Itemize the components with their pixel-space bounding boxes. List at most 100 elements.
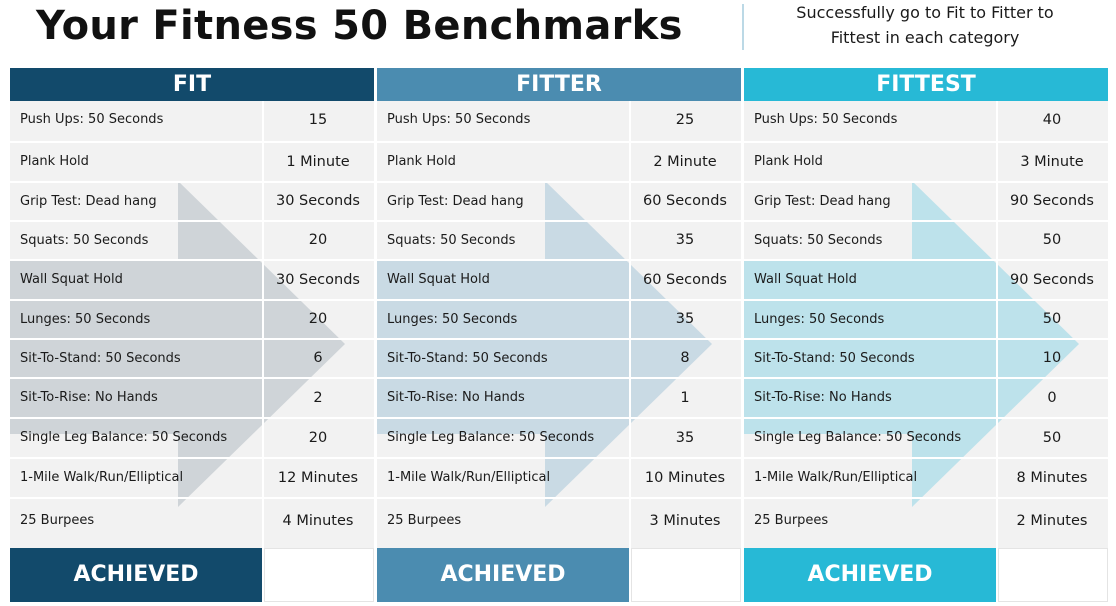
panel-header-fit: FIT xyxy=(10,68,374,101)
table-row: Wall Squat Hold 30 Seconds xyxy=(10,259,374,299)
exercise-label: Plank Hold xyxy=(387,154,456,169)
benchmark-value: 12 Minutes xyxy=(277,470,359,486)
table-row: Push Ups: 50 Seconds 25 xyxy=(377,101,741,141)
table-row: Sit-To-Rise: No Hands 2 xyxy=(10,377,374,417)
achieved-label: ACHIEVED xyxy=(10,548,262,602)
panel-header-fitter: FITTER xyxy=(377,68,741,101)
achieved-checkbox[interactable] xyxy=(998,548,1108,602)
table-row: 25 Burpees 2 Minutes xyxy=(744,497,1108,548)
table-row: Sit-To-Stand: 50 Seconds 6 xyxy=(10,338,374,377)
benchmark-value: 90 Seconds xyxy=(1010,193,1094,209)
exercise-label: 1-Mile Walk/Run/Elliptical xyxy=(20,470,184,485)
exercise-label: Sit-To-Stand: 50 Seconds xyxy=(387,351,548,366)
benchmark-value: 1 Minute xyxy=(286,154,350,170)
benchmark-value: 10 xyxy=(1042,350,1062,366)
exercise-label: Sit-To-Rise: No Hands xyxy=(387,390,525,405)
benchmark-value: 8 Minutes xyxy=(1016,470,1088,486)
benchmark-value: 3 Minute xyxy=(1020,154,1084,170)
exercise-label: Push Ups: 50 Seconds xyxy=(754,112,898,127)
table-row: Sit-To-Stand: 50 Seconds 8 xyxy=(377,338,741,377)
exercise-label: Single Leg Balance: 50 Seconds xyxy=(20,430,228,445)
benchmark-value: 20 xyxy=(308,232,328,248)
benchmark-value: 50 xyxy=(1042,430,1062,446)
exercise-label: Grip Test: Dead hang xyxy=(20,194,157,209)
table-row: 25 Burpees 4 Minutes xyxy=(10,497,374,548)
table-row: Plank Hold 1 Minute xyxy=(10,141,374,181)
panel-fitter: FITTER Push Ups: 50 Seconds 25 Plank Hold 2 … xyxy=(377,68,741,602)
panel-fittest: FITTEST Push Ups: 50 Seconds 40 Plank Hold 3… xyxy=(744,68,1108,602)
benchmark-value: 40 xyxy=(1042,112,1062,128)
column-divider xyxy=(629,101,631,548)
achieved-label: ACHIEVED xyxy=(377,548,629,602)
subtitle-line-1: Successfully go to Fit to Fitter to xyxy=(796,3,1054,22)
benchmark-value: 25 xyxy=(675,112,695,128)
exercise-label: Squats: 50 Seconds xyxy=(20,233,149,248)
subtitle-line-2: Fittest in each category xyxy=(830,28,1020,47)
table-row: Sit-To-Rise: No Hands 0 xyxy=(744,377,1108,417)
benchmark-value: 50 xyxy=(1042,311,1062,327)
table-row: Plank Hold 3 Minute xyxy=(744,141,1108,181)
table-row: Push Ups: 50 Seconds 15 xyxy=(10,101,374,141)
benchmark-value: 4 Minutes xyxy=(282,513,354,529)
exercise-label: Lunges: 50 Seconds xyxy=(20,312,151,327)
benchmark-value: 35 xyxy=(675,430,695,446)
achieved-checkbox[interactable] xyxy=(264,548,374,602)
table-row: 1-Mile Walk/Run/Elliptical 12 Minutes xyxy=(10,457,374,497)
benchmark-value: 30 Seconds xyxy=(276,193,360,209)
exercise-label: Squats: 50 Seconds xyxy=(754,233,883,248)
table-row: Grip Test: Dead hang 30 Seconds xyxy=(10,181,374,220)
exercise-label: Grip Test: Dead hang xyxy=(387,194,524,209)
exercise-label: 25 Burpees xyxy=(387,513,462,528)
table-row: Squats: 50 Seconds 50 xyxy=(744,220,1108,259)
table-row: Single Leg Balance: 50 Seconds 50 xyxy=(744,417,1108,457)
column-divider xyxy=(996,101,998,548)
table-row: Plank Hold 2 Minute xyxy=(377,141,741,181)
header-divider xyxy=(742,4,744,50)
benchmark-value: 15 xyxy=(308,112,328,128)
table-row: Wall Squat Hold 60 Seconds xyxy=(377,259,741,299)
achieved-checkbox[interactable] xyxy=(631,548,741,602)
exercise-label: Wall Squat Hold xyxy=(20,272,123,287)
exercise-label: 1-Mile Walk/Run/Elliptical xyxy=(754,470,918,485)
table-row: Grip Test: Dead hang 90 Seconds xyxy=(744,181,1108,220)
table-row: Single Leg Balance: 50 Seconds 35 xyxy=(377,417,741,457)
benchmark-value: 60 Seconds xyxy=(643,272,727,288)
benchmark-value: 2 xyxy=(313,390,323,406)
table-row: Squats: 50 Seconds 35 xyxy=(377,220,741,259)
exercise-label: Plank Hold xyxy=(20,154,89,169)
benchmark-value: 3 Minutes xyxy=(649,513,721,529)
exercise-label: Sit-To-Rise: No Hands xyxy=(20,390,158,405)
page-subtitle: Successfully go to Fit to Fitter to Fitt… xyxy=(752,0,1098,50)
benchmark-value: 20 xyxy=(308,311,328,327)
exercise-label: Push Ups: 50 Seconds xyxy=(387,112,531,127)
exercise-label: Wall Squat Hold xyxy=(754,272,857,287)
exercise-label: 25 Burpees xyxy=(754,513,829,528)
page-title: Your Fitness 50 Benchmarks xyxy=(36,3,683,49)
column-divider xyxy=(262,101,264,548)
benchmark-value: 1 xyxy=(680,390,690,406)
exercise-label: Sit-To-Stand: 50 Seconds xyxy=(20,351,181,366)
exercise-label: 25 Burpees xyxy=(20,513,95,528)
benchmark-value: 10 Minutes xyxy=(644,470,726,486)
benchmark-value: 20 xyxy=(308,430,328,446)
exercise-label: Lunges: 50 Seconds xyxy=(754,312,885,327)
exercise-label: Single Leg Balance: 50 Seconds xyxy=(387,430,595,445)
table-row: Push Ups: 50 Seconds 40 xyxy=(744,101,1108,141)
benchmark-value: 50 xyxy=(1042,232,1062,248)
table-row: Squats: 50 Seconds 20 xyxy=(10,220,374,259)
exercise-label: Grip Test: Dead hang xyxy=(754,194,891,209)
table-row: Sit-To-Stand: 50 Seconds 10 xyxy=(744,338,1108,377)
table-row: Grip Test: Dead hang 60 Seconds xyxy=(377,181,741,220)
table-row: Lunges: 50 Seconds 35 xyxy=(377,299,741,338)
table-row: Lunges: 50 Seconds 20 xyxy=(10,299,374,338)
benchmark-value: 30 Seconds xyxy=(276,272,360,288)
table-row: Sit-To-Rise: No Hands 1 xyxy=(377,377,741,417)
exercise-label: Plank Hold xyxy=(754,154,823,169)
exercise-label: Sit-To-Rise: No Hands xyxy=(754,390,892,405)
panel-fit: FIT Push Ups: 50 Seconds 15 Plank Hold 1 Min… xyxy=(10,68,374,602)
exercise-label: Sit-To-Stand: 50 Seconds xyxy=(754,351,915,366)
exercise-label: Squats: 50 Seconds xyxy=(387,233,516,248)
benchmark-value: 6 xyxy=(313,350,323,366)
benchmark-value: 60 Seconds xyxy=(643,193,727,209)
table-row: Single Leg Balance: 50 Seconds 20 xyxy=(10,417,374,457)
